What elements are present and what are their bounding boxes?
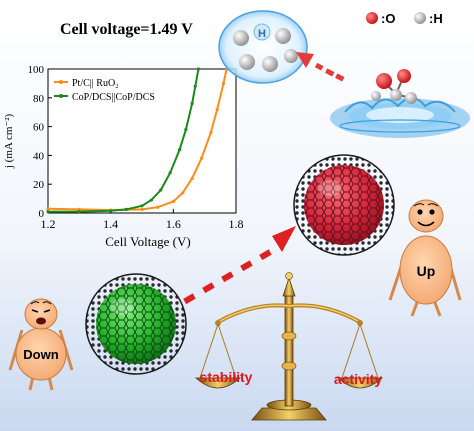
oxygen-atom-icon — [366, 12, 378, 24]
hydrogen-bubble: H — [218, 10, 308, 84]
down-character: Down — [8, 298, 74, 391]
y-tick-label: 0 — [39, 208, 45, 220]
hydrogen-bubble-label: H — [258, 28, 266, 40]
legend-entry-1: CoP/DCS||CoP/DCS — [72, 92, 155, 103]
series-point-1 — [184, 127, 188, 132]
hydrogen-atom-icon — [239, 54, 255, 70]
polarization-chart: 1.2 1.4 1.6 1.8 0 20 40 60 80 100 Pt/C|| RuO₂ CoP/… — [3, 64, 244, 249]
down-face — [24, 298, 58, 330]
hydrogen-atom-icon — [414, 12, 426, 24]
series-point-1 — [77, 209, 81, 214]
y-tick-label: 80 — [33, 93, 45, 105]
x-tick-label: 1.6 — [166, 217, 181, 231]
water-to-hydrogen-arrow — [296, 52, 345, 82]
legend-marker-0 — [59, 80, 63, 84]
series-point-0 — [46, 207, 50, 211]
series-point-1 — [193, 84, 197, 88]
inner-bubble — [253, 23, 271, 41]
water-splash — [330, 69, 470, 138]
chart-plot-area — [47, 68, 237, 214]
green-catalyst-sphere — [85, 273, 187, 375]
hydrogen-legend-label: :H — [429, 11, 443, 26]
down-label: Down — [23, 347, 58, 362]
hydrogen-atom-icon — [371, 91, 381, 101]
y-tick-label: 100 — [28, 64, 45, 76]
legend-marker-1 — [59, 94, 63, 98]
x-tick-label: 1.4 — [103, 217, 118, 231]
oxygen-atom-icon — [376, 73, 392, 89]
hydrogen-atom-icon — [233, 30, 249, 46]
green-to-red-arrow — [183, 226, 296, 305]
x-tick-label: 1.2 — [41, 217, 56, 231]
activity-label: activity — [334, 371, 382, 387]
series-point-0 — [140, 207, 144, 211]
chart-y-axis-label: j (mA cm⁻²) — [3, 114, 15, 170]
hydrogen-atom-icon — [262, 56, 278, 72]
bubble-shell — [218, 10, 308, 84]
stability-label: stability — [200, 369, 253, 385]
cell-voltage-title: Cell voltage=1.49 V — [60, 21, 193, 38]
atom-legend: :O :H — [366, 11, 443, 26]
x-tick-label: 1.8 — [229, 217, 244, 231]
series-point-0 — [156, 205, 160, 209]
balance-scale-icon — [194, 272, 384, 421]
hydrogen-atom-icon — [284, 49, 298, 63]
series-point-1 — [168, 171, 172, 175]
series-point-1 — [46, 209, 50, 214]
up-character: Up — [388, 199, 462, 317]
y-tick-label: 60 — [33, 122, 45, 134]
oxygen-atom-icon — [397, 69, 411, 83]
series-point-1 — [190, 101, 194, 106]
chart-legend: Pt/C|| RuO₂ CoP/DCS||CoP/DCS — [54, 78, 155, 103]
series-point-1 — [149, 198, 153, 202]
legend-entry-0: Pt/C|| RuO₂ — [72, 78, 119, 89]
chart-series — [46, 67, 229, 214]
series-point-0 — [221, 81, 226, 85]
series-point-0 — [209, 130, 213, 134]
red-catalyst-sphere — [293, 154, 395, 256]
series-point-1 — [140, 204, 144, 208]
series-point-1 — [178, 148, 182, 152]
oxygen-legend-label: :O — [381, 11, 395, 26]
series-point-0 — [181, 191, 185, 195]
chart-x-axis-label: Cell Voltage (V) — [105, 234, 190, 249]
series-point-1 — [109, 209, 113, 213]
series-point-1 — [124, 207, 128, 211]
hydrogen-atom-icon — [390, 89, 402, 101]
series-point-0 — [190, 176, 194, 181]
series-point-0 — [215, 107, 219, 111]
hydrogen-atom-icon — [275, 28, 291, 44]
series-point-1 — [196, 67, 200, 71]
hydrogen-atom-icon — [405, 92, 417, 104]
series-point-0 — [171, 199, 175, 204]
up-label: Up — [417, 263, 436, 279]
chart-ticks: 1.2 1.4 1.6 1.8 0 20 40 60 80 100 — [28, 64, 244, 231]
series-point-1 — [159, 188, 163, 192]
y-tick-label: 40 — [33, 150, 45, 162]
up-face — [408, 199, 444, 233]
series-point-0 — [199, 156, 204, 160]
y-tick-label: 20 — [33, 179, 45, 191]
